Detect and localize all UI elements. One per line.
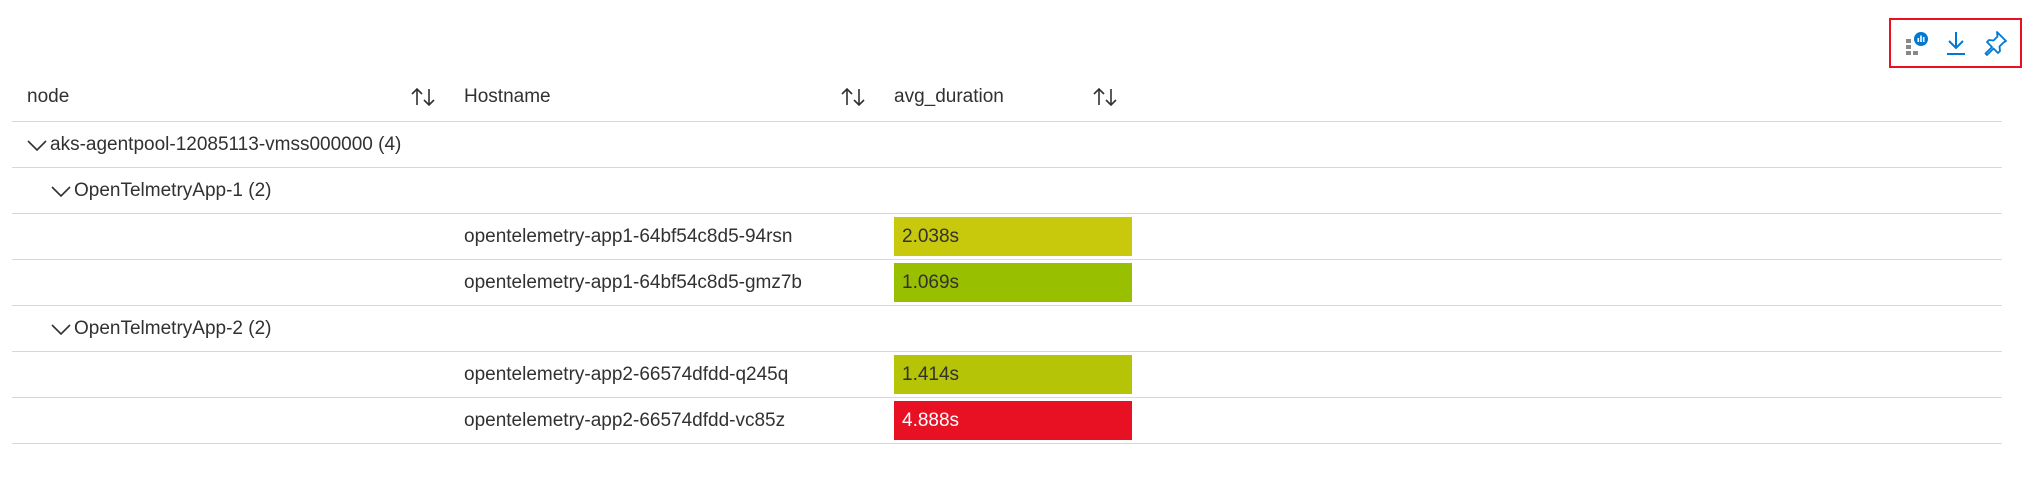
hostname-cell: opentelemetry-app2-66574dfdd-vc85z — [464, 409, 786, 431]
group-toggle-app2[interactable]: OpenTelmetryApp-2 (2) — [50, 306, 271, 351]
avg-duration-value: 2.038s — [902, 225, 960, 247]
pin-button[interactable] — [1978, 26, 2012, 60]
group-label: OpenTelmetryApp-1 (2) — [74, 179, 272, 201]
avg-duration-cell: 1.069s — [894, 263, 1132, 302]
results-toolbar — [1889, 18, 2022, 68]
group-row-app2[interactable]: OpenTelmetryApp-2 (2) — [12, 306, 2002, 352]
column-header-avg-duration[interactable]: avg_duration — [894, 72, 1146, 121]
group-label: aks-agentpool-12085113-vmss000000 (4) — [50, 133, 402, 155]
hostname-cell: opentelemetry-app2-66574dfdd-q245q — [464, 363, 789, 385]
hostname-cell: opentelemetry-app1-64bf54c8d5-94rsn — [464, 225, 793, 247]
download-button[interactable] — [1939, 26, 1973, 60]
column-header-hostname[interactable]: Hostname — [464, 72, 894, 121]
sort-node-button[interactable] — [410, 72, 436, 121]
group-row-app1[interactable]: OpenTelmetryApp-1 (2) — [12, 168, 2002, 214]
avg-duration-cell: 4.888s — [894, 401, 1132, 440]
table-row: opentelemetry-app2-66574dfdd-vc85z 4.888… — [12, 398, 2002, 444]
avg-duration-cell: 1.414s — [894, 355, 1132, 394]
grid-header-row: node Hostname avg_duration — [12, 72, 2002, 122]
group-label: OpenTelmetryApp-2 (2) — [74, 317, 272, 339]
group-toggle-app1[interactable]: OpenTelmetryApp-1 (2) — [50, 168, 271, 213]
results-grid: node Hostname avg_duration — [12, 72, 2002, 444]
sort-avg-duration-button[interactable] — [1092, 72, 1118, 121]
sort-hostname-button[interactable] — [840, 72, 866, 121]
chart-visualize-icon — [1905, 32, 1928, 55]
avg-duration-value: 1.069s — [902, 271, 960, 293]
sort-arrows-icon — [411, 87, 435, 106]
column-header-node[interactable]: node — [27, 72, 457, 121]
pin-icon — [1984, 31, 2007, 56]
group-toggle-node[interactable]: aks-agentpool-12085113-vmss000000 (4) — [26, 122, 401, 167]
sort-arrows-icon — [841, 87, 865, 106]
avg-duration-value: 4.888s — [902, 409, 960, 431]
group-row-node[interactable]: aks-agentpool-12085113-vmss000000 (4) — [12, 122, 2002, 168]
hostname-cell: opentelemetry-app1-64bf54c8d5-gmz7b — [464, 271, 802, 293]
chevron-down-icon — [26, 138, 48, 152]
column-header-label: Hostname — [464, 85, 551, 107]
column-header-label: avg_duration — [894, 85, 1004, 107]
avg-duration-cell: 2.038s — [894, 217, 1132, 256]
chevron-down-icon — [50, 184, 72, 198]
column-header-label: node — [27, 85, 70, 107]
download-icon — [1946, 32, 1965, 55]
table-row: opentelemetry-app1-64bf54c8d5-gmz7b 1.06… — [12, 260, 2002, 306]
avg-duration-value: 1.414s — [902, 363, 960, 385]
sort-arrows-icon — [1093, 87, 1117, 106]
table-row: opentelemetry-app1-64bf54c8d5-94rsn 2.03… — [12, 214, 2002, 260]
chevron-down-icon — [50, 322, 72, 336]
chart-visualize-button[interactable] — [1900, 26, 1934, 60]
table-row: opentelemetry-app2-66574dfdd-q245q 1.414… — [12, 352, 2002, 398]
